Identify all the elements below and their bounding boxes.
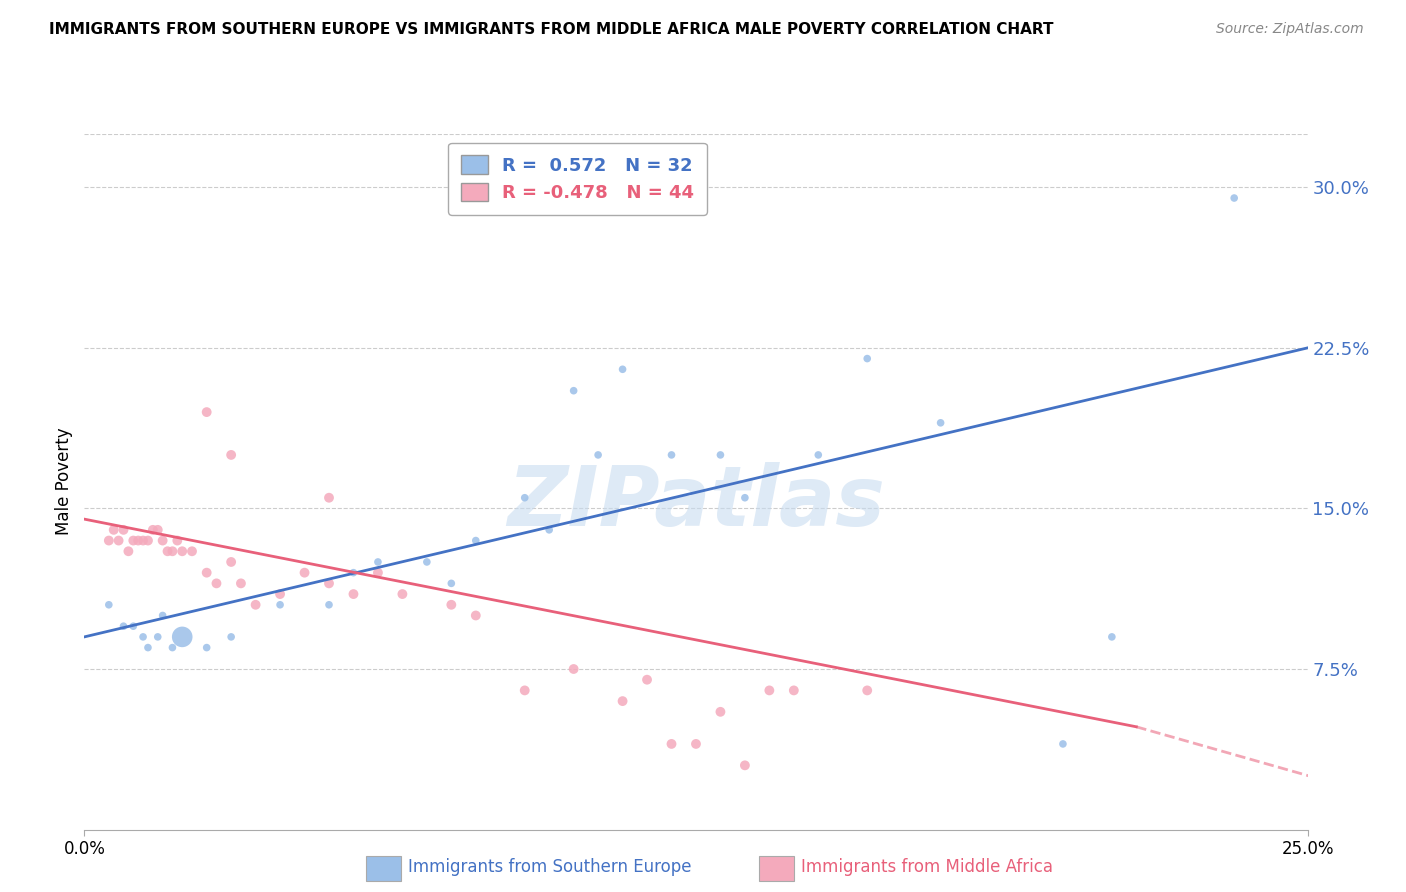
Point [112,523,135,537]
Point [152,608,174,623]
Point [132,630,155,644]
Point [636,673,658,687]
Point [205,576,228,591]
Point [513,491,536,505]
Point [117,544,139,558]
Point [734,758,756,772]
Point [219,448,242,462]
Point [1223,191,1246,205]
Legend: R =  0.572   N = 32, R = -0.478   N = 44: R = 0.572 N = 32, R = -0.478 N = 44 [449,143,707,215]
Point [112,619,135,633]
Point [929,416,952,430]
Point [440,598,463,612]
Point [219,555,242,569]
Point [1101,630,1123,644]
Point [152,533,174,548]
Point [136,640,159,655]
Point [440,576,463,591]
Point [229,576,252,591]
Point [195,640,218,655]
Point [195,405,218,419]
Point [807,448,830,462]
Point [1052,737,1074,751]
Point [391,587,413,601]
Text: IMMIGRANTS FROM SOUTHERN EUROPE VS IMMIGRANTS FROM MIDDLE AFRICA MALE POVERTY CO: IMMIGRANTS FROM SOUTHERN EUROPE VS IMMIG… [49,22,1053,37]
Point [783,683,806,698]
Point [122,533,145,548]
Point [464,533,486,548]
Point [142,523,165,537]
Point [181,544,204,558]
Point [513,683,536,698]
Point [107,533,129,548]
Point [856,683,879,698]
Text: Source: ZipAtlas.com: Source: ZipAtlas.com [1216,22,1364,37]
Point [416,555,439,569]
Point [758,683,780,698]
Point [464,608,486,623]
Point [612,694,634,708]
Point [367,555,389,569]
Point [195,566,218,580]
Point [709,448,731,462]
Point [97,533,120,548]
Point [318,576,340,591]
Point [122,619,145,633]
Point [342,587,364,601]
Point [162,544,184,558]
Point [318,491,340,505]
Point [685,737,707,751]
Point [562,384,585,398]
Point [136,533,159,548]
Point [103,523,125,537]
Point [172,544,194,558]
Point [172,630,194,644]
Point [127,533,149,548]
Point [294,566,316,580]
Point [269,598,291,612]
Text: Immigrants from Southern Europe: Immigrants from Southern Europe [408,858,692,876]
Point [367,566,389,580]
Point [97,598,120,612]
Point [156,544,179,558]
Point [146,523,169,537]
Point [661,448,683,462]
Y-axis label: Male Poverty: Male Poverty [55,428,73,535]
Text: Immigrants from Middle Africa: Immigrants from Middle Africa [801,858,1053,876]
Point [269,587,291,601]
Point [318,598,340,612]
Point [146,630,169,644]
Point [219,630,242,644]
Point [586,448,609,462]
Point [709,705,731,719]
Point [538,523,561,537]
Point [734,491,756,505]
Text: ZIPatlas: ZIPatlas [508,462,884,543]
Point [562,662,585,676]
Point [612,362,634,376]
Point [162,640,184,655]
Point [856,351,879,366]
Point [132,533,155,548]
Point [342,566,364,580]
Point [245,598,267,612]
Point [661,737,683,751]
Point [166,533,188,548]
